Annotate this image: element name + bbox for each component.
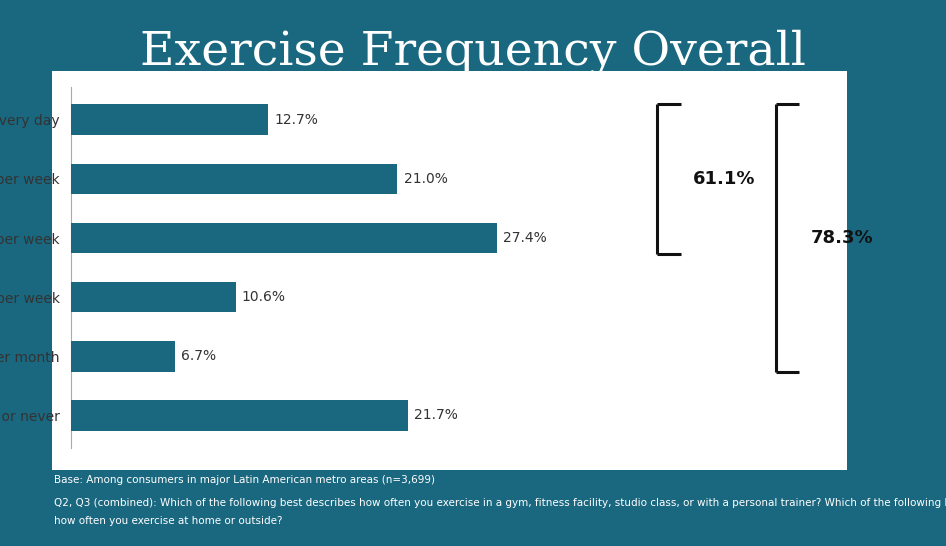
Text: 21.7%: 21.7% <box>414 408 458 422</box>
Text: 12.7%: 12.7% <box>274 113 319 127</box>
Text: Base: Among consumers in major Latin American metro areas (n=3,699): Base: Among consumers in major Latin Ame… <box>54 475 435 485</box>
Text: Q2, Q3 (combined): Which of the following best describes how often you exercise : Q2, Q3 (combined): Which of the followin… <box>54 498 946 508</box>
Text: 61.1%: 61.1% <box>692 170 755 188</box>
Bar <box>71 341 175 371</box>
Text: how often you exercise at home or outside?: how often you exercise at home or outsid… <box>54 516 283 526</box>
Bar <box>71 164 397 194</box>
Bar <box>71 104 269 135</box>
Text: 78.3%: 78.3% <box>811 229 873 247</box>
Bar <box>71 223 497 253</box>
Text: Exercise Frequency Overall: Exercise Frequency Overall <box>140 29 806 75</box>
Text: 10.6%: 10.6% <box>242 290 286 304</box>
Text: 21.0%: 21.0% <box>404 172 447 186</box>
Text: 27.4%: 27.4% <box>503 231 547 245</box>
Bar <box>71 400 408 431</box>
Text: 6.7%: 6.7% <box>182 349 217 363</box>
Bar <box>71 282 236 312</box>
